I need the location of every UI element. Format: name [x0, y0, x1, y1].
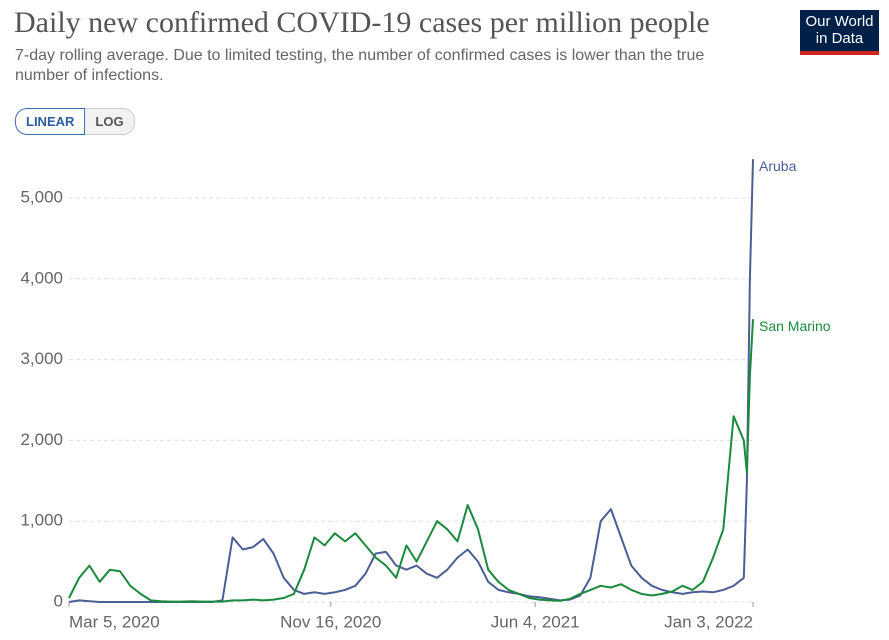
x-tick-label: Nov 16, 2020: [280, 612, 381, 631]
logo-line: Our World: [805, 13, 874, 30]
x-tick-label: Mar 5, 2020: [69, 612, 160, 631]
x-tick-label: Jun 4, 2021: [491, 612, 580, 631]
y-tick-label: 5,000: [20, 187, 63, 206]
y-tick-label: 2,000: [20, 430, 63, 449]
linear-button[interactable]: LINEAR: [15, 108, 86, 135]
log-button[interactable]: LOG: [85, 108, 135, 135]
y-tick-label: 4,000: [20, 268, 63, 287]
scale-toggle: LINEAR LOG: [15, 108, 135, 135]
line: [68, 159, 754, 603]
chart-subtitle: 7-day rolling average. Due to limited te…: [15, 47, 705, 84]
chart-title: Daily new confirmed COVID-19 cases per m…: [14, 6, 710, 39]
y-tick-label: 1,000: [20, 511, 63, 530]
y-tick-label: 3,000: [20, 349, 63, 368]
logo[interactable]: Our World in Data: [800, 10, 879, 55]
x-tick-label: Jan 3, 2022: [664, 612, 753, 631]
legend-label: Aruba: [759, 158, 797, 174]
y-tick-label: 0: [54, 591, 63, 610]
line: [68, 319, 754, 603]
legend-label: San Marino: [759, 318, 831, 334]
logo-line: in Data: [815, 30, 864, 47]
